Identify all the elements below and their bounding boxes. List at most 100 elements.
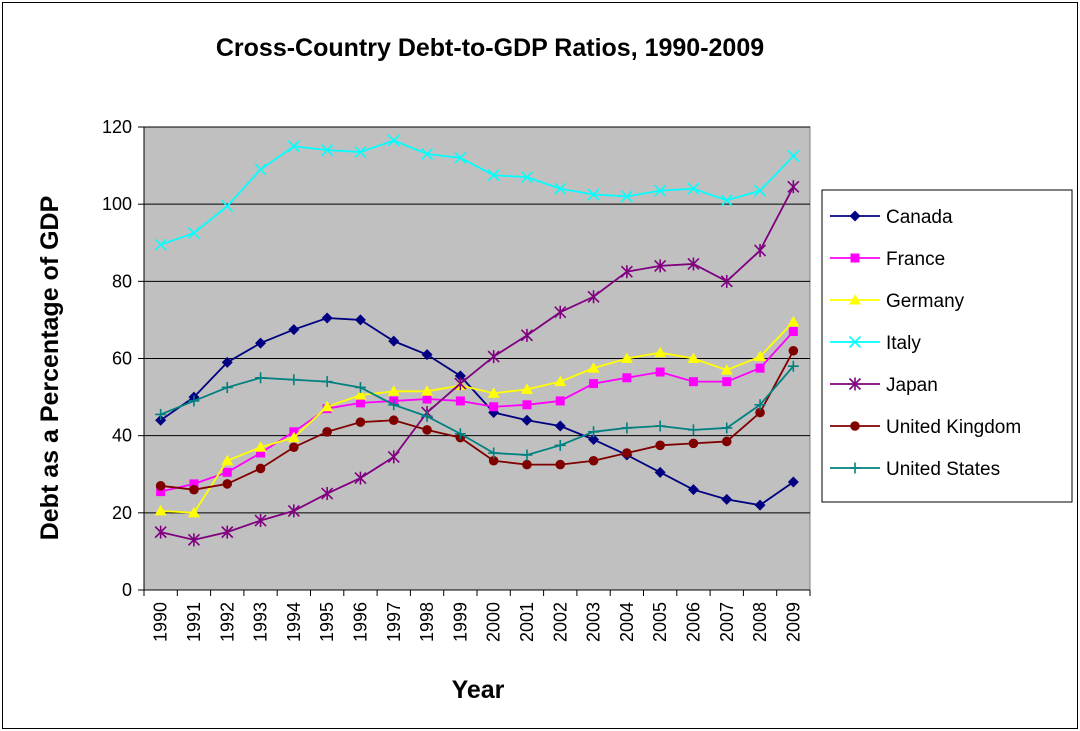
data-point-united-kingdom-2000 (488, 455, 499, 466)
x-axis-title: Year (452, 676, 505, 704)
series-japan (154, 180, 800, 547)
y-tick-label-40: 40 (112, 426, 132, 446)
legend-label-united-states: United States (886, 459, 1000, 480)
data-point-united-kingdom-1995 (322, 427, 332, 437)
data-point-canada-1999 (454, 370, 466, 382)
data-point-japan-1993 (254, 514, 267, 528)
data-point-united-kingdom-1993 (255, 463, 266, 474)
data-point-united-states-2000 (488, 447, 500, 459)
data-point-germany-1994 (287, 431, 300, 443)
x-tick-label-2008: 2008 (750, 602, 770, 642)
data-point-japan-2007 (720, 274, 733, 288)
x-tick-label-1994: 1994 (284, 602, 304, 642)
data-point-united-states-1990 (155, 408, 167, 420)
gridlines (144, 126, 810, 514)
data-point-united-kingdom-2006 (688, 438, 699, 449)
data-point-united-states-2009 (787, 360, 799, 372)
legend-marker-united-states (849, 462, 861, 474)
data-point-united-states-1994 (288, 374, 300, 386)
legend-marker-japan (848, 377, 862, 391)
data-point-italy-2005 (654, 184, 667, 197)
data-point-japan-2001 (520, 328, 534, 342)
data-point-united-kingdom-1996 (355, 417, 366, 427)
series-layer (154, 134, 800, 547)
data-point-france-2002 (555, 396, 565, 406)
series-line-canada (160, 317, 794, 507)
data-point-france-2005 (655, 367, 665, 377)
data-point-united-kingdom-2004 (622, 448, 632, 458)
data-point-france-1999 (455, 396, 465, 406)
data-point-canada-1993 (255, 337, 267, 349)
data-point-italy-1997 (387, 134, 400, 147)
data-point-germany-2008 (754, 350, 767, 362)
legend-label-germany: Germany (886, 291, 965, 312)
data-point-france-1990 (156, 487, 166, 497)
x-tick-label-1992: 1992 (217, 602, 237, 642)
data-point-italy-2003 (587, 188, 600, 201)
data-point-japan-1991 (187, 533, 201, 547)
axes (138, 126, 811, 596)
legend-marker-united-kingdom (850, 421, 860, 431)
data-point-united-kingdom-1992 (222, 479, 233, 489)
data-point-canada-1996 (354, 314, 366, 326)
data-point-germany-1992 (221, 454, 234, 466)
data-point-united-states-2006 (687, 424, 699, 436)
data-point-germany-2000 (487, 387, 500, 398)
data-point-italy-1992 (221, 200, 234, 213)
data-point-japan-2003 (587, 290, 600, 304)
data-point-france-2004 (622, 373, 632, 383)
data-point-japan-1996 (354, 471, 367, 485)
data-point-japan-2005 (654, 259, 667, 273)
data-point-france-2006 (688, 377, 698, 387)
x-tick-label-1995: 1995 (317, 602, 337, 642)
data-point-united-states-2007 (721, 422, 733, 434)
data-point-italy-2008 (753, 184, 767, 197)
legend-marker-france (850, 253, 860, 263)
data-point-canada-2008 (754, 499, 766, 511)
data-point-canada-1992 (221, 356, 233, 368)
data-point-united-states-2002 (554, 439, 566, 451)
data-point-italy-1998 (420, 147, 434, 161)
data-point-japan-1995 (321, 487, 334, 501)
legend-label-france: France (886, 249, 945, 270)
data-point-italy-1993 (254, 163, 267, 176)
data-point-germany-2004 (620, 352, 633, 363)
legend-item-italy: Italy (830, 333, 921, 354)
data-point-france-2007 (722, 377, 732, 387)
series-line-united-kingdom (160, 350, 795, 491)
x-tick-label-2005: 2005 (650, 602, 670, 642)
data-point-japan-1994 (287, 504, 300, 518)
data-point-germany-1997 (387, 385, 400, 396)
x-tick-label-2003: 2003 (584, 602, 604, 642)
legend-item-japan: Japan (830, 375, 938, 396)
data-point-japan-1990 (154, 525, 167, 539)
data-point-canada-1998 (421, 349, 433, 361)
x-tick-label-2009: 2009 (783, 602, 803, 642)
data-point-united-states-1996 (354, 381, 366, 393)
y-axis-title: Debt as a Percentage of GDP (36, 196, 64, 541)
data-point-canada-1995 (321, 312, 333, 324)
data-point-germany-1993 (254, 441, 267, 452)
data-point-united-states-2008 (754, 399, 766, 411)
data-point-italy-2004 (620, 190, 633, 203)
series-united-states (155, 360, 799, 461)
legend-label-canada: Canada (886, 207, 953, 228)
legend-marker-germany (849, 294, 861, 305)
x-tick-label-2007: 2007 (717, 602, 737, 642)
data-point-united-kingdom-1990 (155, 481, 166, 491)
data-point-canada-2009 (787, 476, 799, 488)
data-point-united-kingdom-2008 (755, 407, 765, 418)
data-point-italy-2000 (487, 169, 500, 182)
x-tick-label-1990: 1990 (151, 602, 171, 642)
data-point-italy-1990 (154, 238, 167, 251)
x-tick-label-1999: 1999 (450, 602, 470, 642)
x-tick-label-2006: 2006 (683, 602, 703, 642)
x-tick-label-1993: 1993 (251, 602, 271, 642)
legend-item-united-kingdom: United Kingdom (830, 417, 1021, 438)
data-point-united-states-2005 (654, 420, 666, 432)
data-point-canada-2001 (521, 414, 533, 426)
x-tick-labels: 1990 1991 1992 1993 1994 1995 1996 1997 1998 1999… (151, 602, 804, 642)
data-point-canada-2007 (721, 493, 733, 505)
data-point-canada-1994 (288, 324, 300, 336)
legend-item-france: France (830, 249, 945, 270)
